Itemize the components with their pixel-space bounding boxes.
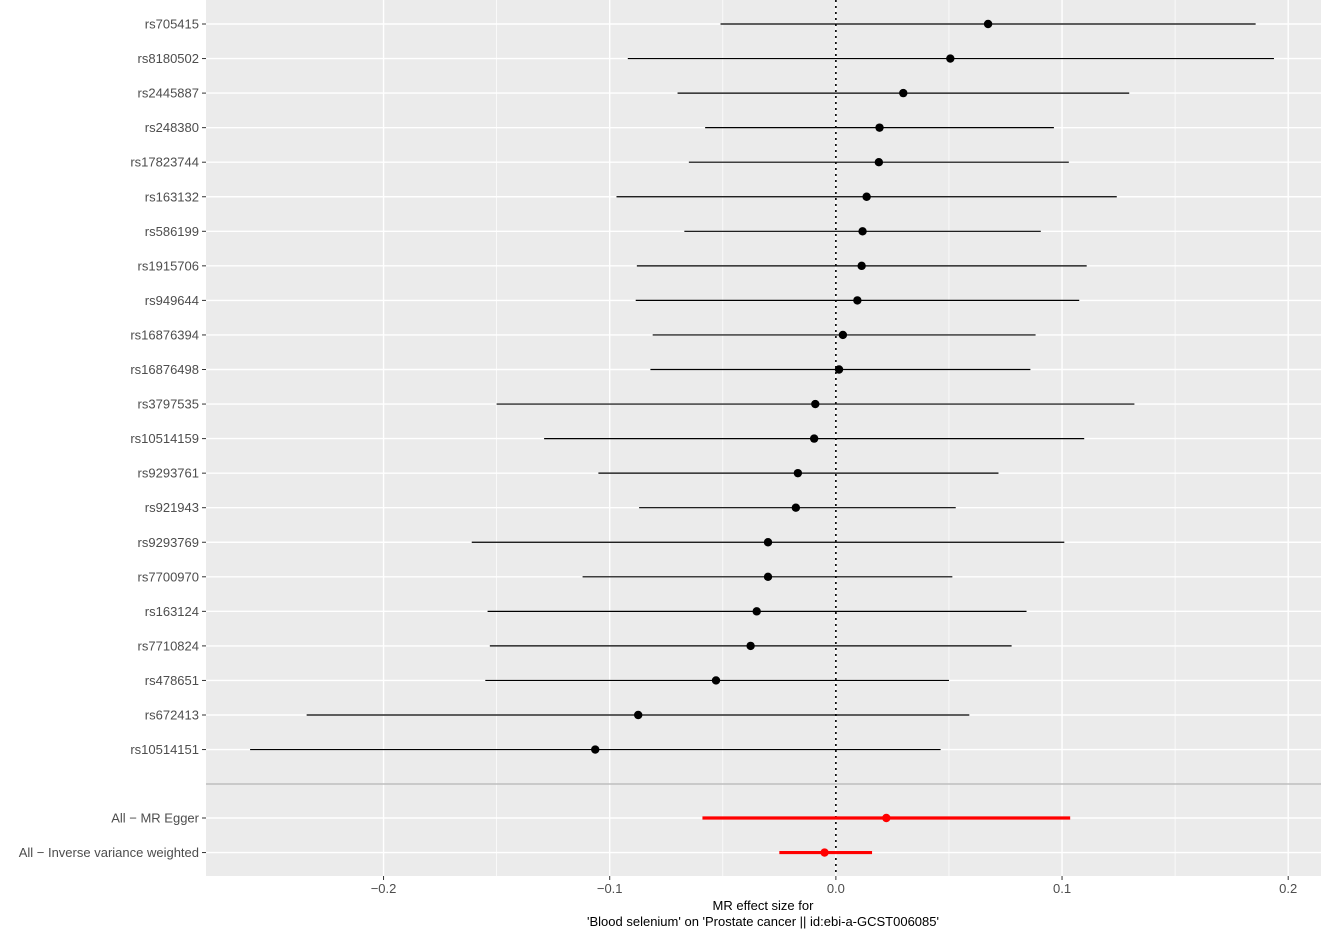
snp-label: rs478651 bbox=[145, 673, 199, 688]
snp-estimate bbox=[763, 572, 773, 581]
snp-label: rs8180502 bbox=[138, 51, 199, 66]
snp-row: rs1915706 bbox=[138, 258, 1087, 273]
snp-label: rs163124 bbox=[145, 604, 199, 619]
snp-label: rs921943 bbox=[145, 500, 199, 515]
snp-row: rs9293761 bbox=[138, 466, 999, 481]
snp-label: rs3797535 bbox=[138, 397, 199, 412]
snp-row: rs2445887 bbox=[138, 86, 1130, 101]
snp-estimate bbox=[858, 227, 867, 236]
snp-row: rs7700970 bbox=[138, 569, 953, 584]
summary-estimate bbox=[820, 848, 829, 857]
snp-estimate bbox=[793, 468, 803, 478]
snp-estimate bbox=[853, 296, 862, 305]
snp-row: rs7710824 bbox=[138, 638, 1012, 653]
snp-row: rs17823744 bbox=[130, 155, 1069, 170]
summary-label: All − MR Egger bbox=[111, 811, 199, 826]
snp-estimate bbox=[809, 434, 819, 443]
snp-label: rs1915706 bbox=[138, 258, 199, 273]
snp-label: rs9293761 bbox=[138, 466, 199, 481]
snp-row: rs163132 bbox=[145, 189, 1117, 204]
snp-estimate bbox=[746, 641, 755, 651]
x-tick-label: −0.1 bbox=[597, 881, 623, 896]
snp-label: rs2445887 bbox=[138, 86, 199, 101]
snp-estimate bbox=[711, 676, 721, 685]
snp-label: rs9293769 bbox=[138, 535, 199, 550]
snp-label: rs10514159 bbox=[130, 431, 199, 446]
snp-estimate bbox=[946, 54, 955, 63]
snp-estimate bbox=[874, 158, 884, 167]
snp-row: rs921943 bbox=[145, 500, 956, 515]
x-tick-label: 0.0 bbox=[827, 881, 845, 896]
snp-row: rs3797535 bbox=[138, 397, 1135, 412]
snp-estimate bbox=[791, 503, 801, 512]
snp-row: rs16876394 bbox=[130, 327, 1036, 342]
snp-label: rs17823744 bbox=[130, 155, 199, 170]
snp-label: rs16876498 bbox=[130, 362, 199, 377]
summary-row: All − MR Egger bbox=[111, 811, 1071, 826]
snp-estimate bbox=[811, 399, 820, 409]
x-tick-label: 0.2 bbox=[1279, 881, 1297, 896]
snp-row: rs949644 bbox=[145, 293, 1080, 308]
snp-label: rs949644 bbox=[145, 293, 199, 308]
snp-label: rs248380 bbox=[145, 120, 199, 135]
snp-label: rs586199 bbox=[145, 224, 199, 239]
snp-estimate bbox=[838, 330, 848, 340]
snp-row: rs9293769 bbox=[138, 535, 1065, 550]
snp-row: rs8180502 bbox=[138, 51, 1274, 66]
snp-estimate bbox=[875, 123, 884, 132]
snp-estimate bbox=[899, 88, 908, 98]
snp-row: rs586199 bbox=[145, 224, 1041, 239]
snp-label: rs7710824 bbox=[138, 638, 199, 653]
x-axis-label-line2: 'Blood selenium' on 'Prostate cancer || … bbox=[587, 914, 939, 929]
snp-estimate bbox=[834, 365, 844, 374]
snp-row: rs10514159 bbox=[130, 431, 1085, 446]
x-tick-label: 0.1 bbox=[1053, 881, 1071, 896]
x-tick-label: −0.2 bbox=[371, 881, 397, 896]
snp-label: rs7700970 bbox=[138, 569, 199, 584]
snp-label: rs16876394 bbox=[130, 327, 199, 342]
snp-estimate bbox=[857, 261, 866, 271]
snp-row: rs248380 bbox=[145, 120, 1054, 135]
snp-row: rs672413 bbox=[145, 708, 970, 723]
snp-estimate bbox=[763, 538, 773, 547]
snp-label: rs163132 bbox=[145, 189, 199, 204]
snp-label: rs672413 bbox=[145, 708, 199, 723]
snp-estimate bbox=[862, 192, 871, 201]
snp-label: rs705415 bbox=[145, 17, 199, 32]
snp-estimate bbox=[983, 19, 993, 29]
summary-estimate bbox=[882, 813, 891, 823]
snp-row: rs705415 bbox=[145, 17, 1256, 32]
snp-row: rs478651 bbox=[145, 673, 949, 688]
snp-estimate bbox=[591, 745, 600, 754]
snp-rows: rs705415 rs8180502 rs2445887 rs248380 rs1782… bbox=[19, 17, 1274, 860]
snp-estimate bbox=[752, 607, 761, 616]
x-axis: −0.2 −0.1 0.0 0.1 0.2 bbox=[371, 876, 1297, 896]
snp-estimate bbox=[634, 710, 643, 720]
summary-row: All − Inverse variance weighted bbox=[19, 845, 873, 860]
snp-row: rs163124 bbox=[145, 604, 1027, 619]
snp-row: rs16876498 bbox=[130, 362, 1031, 377]
snp-row: rs10514151 bbox=[130, 742, 941, 757]
summary-label: All − Inverse variance weighted bbox=[19, 845, 199, 860]
x-axis-label-line1: MR effect size for bbox=[713, 898, 815, 913]
snp-label: rs10514151 bbox=[130, 742, 199, 757]
